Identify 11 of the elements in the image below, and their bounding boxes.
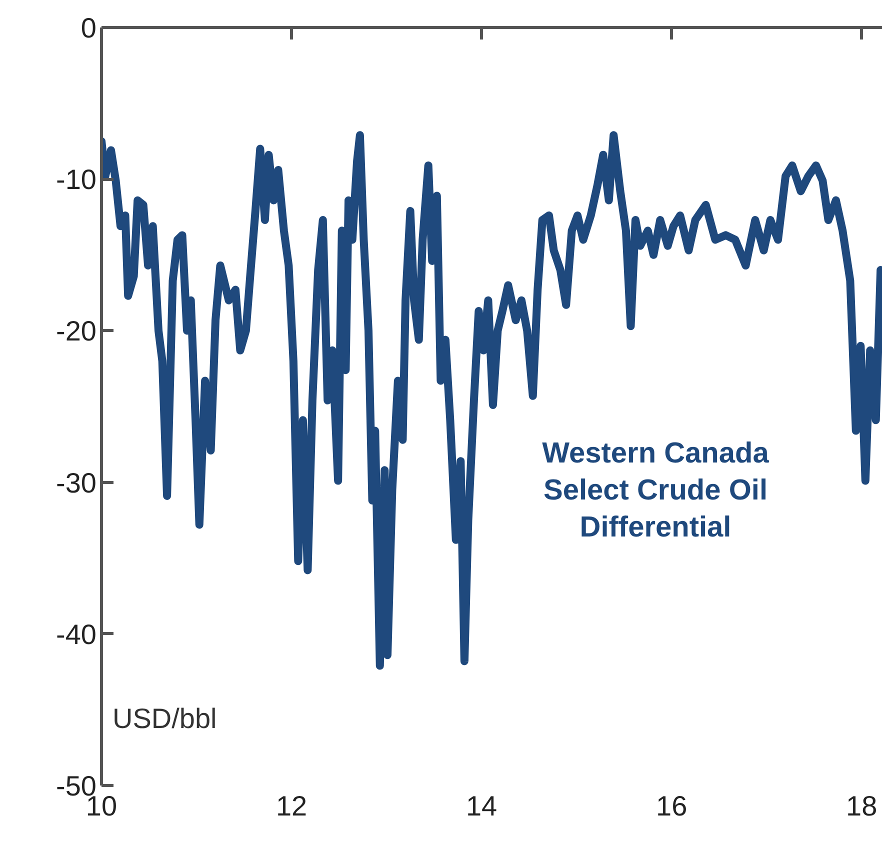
x-tick-label: 12 (276, 790, 308, 822)
y-tick-label: -10 (56, 164, 96, 196)
y-tick-label: -40 (56, 618, 96, 650)
y-tick-label: -20 (56, 316, 96, 347)
series-label: Western Canada Select Crude Oil Differential (542, 438, 770, 544)
y-tick-label: -30 (56, 467, 96, 498)
x-tick-label: 18 (846, 790, 878, 822)
y-axis-title: USD/bbl (112, 703, 217, 734)
x-tick-label: 14 (466, 790, 498, 822)
y-tick-label: 0 (80, 12, 97, 44)
x-tick-label: 16 (656, 790, 688, 822)
